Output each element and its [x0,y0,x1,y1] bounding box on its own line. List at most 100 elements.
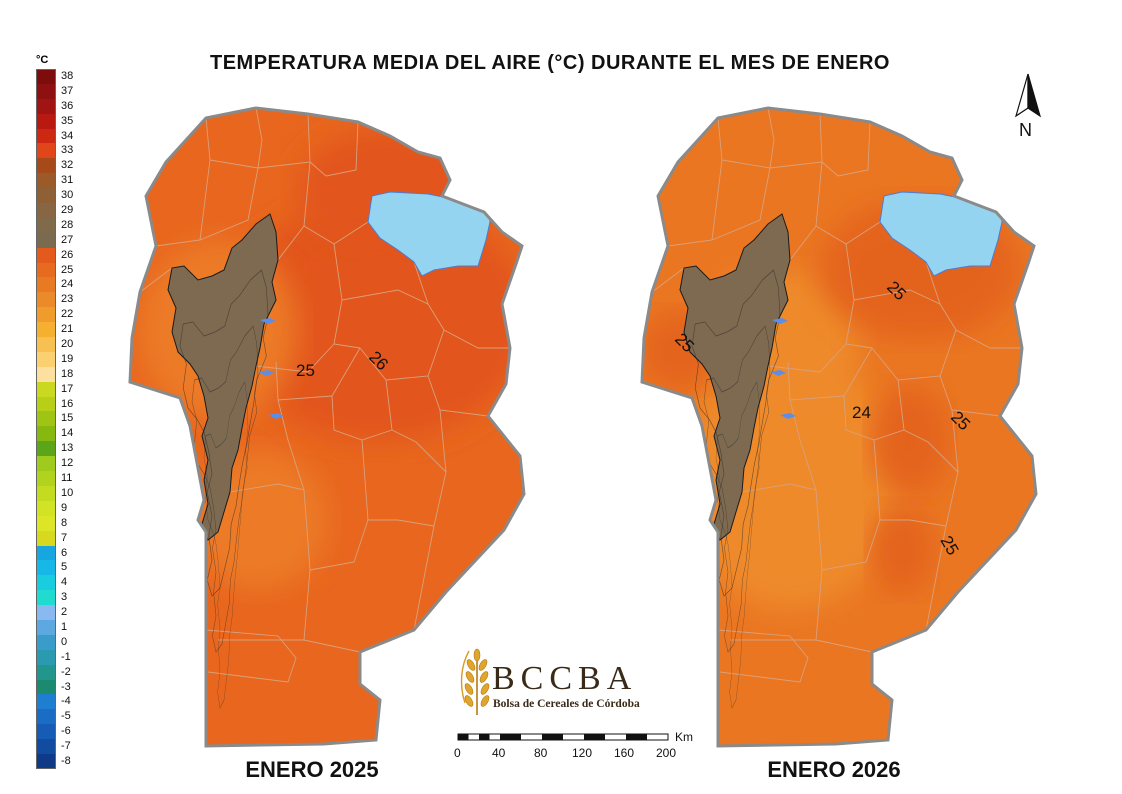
legend-label: 38 [61,70,74,82]
temperature-legend: 38 37 36 35 34 33 32 31 30 29 28 27 26 25 24 23 22 21 20 19… [36,69,92,769]
legend-label: 12 [61,457,74,470]
department-boundary [925,409,959,631]
legend-entry: -7 [36,739,92,754]
legend-swatch [36,188,56,204]
temperature-field [642,108,1036,746]
legend-entry: 25 [36,262,92,278]
reservoir [260,318,276,324]
map-caption-2025: ENERO 2025 [245,757,379,782]
legend-entry: 13 [36,441,92,457]
legend-swatch [36,560,56,576]
legend-swatch [36,217,56,233]
temperature-zone [870,505,934,595]
legend-label: 19 [61,352,74,365]
isotherm-label: 24 [852,403,871,422]
legend-label: -7 [61,740,71,753]
department-boundary [767,343,847,373]
scale-tick: 80 [534,746,548,760]
sierras-area [679,213,791,541]
legend-swatch [36,381,56,397]
department-boundary [205,629,297,683]
department-boundary [821,439,881,571]
legend-entry: 30 [36,188,92,204]
legend-swatch [36,307,56,323]
department-boundary [427,303,510,349]
legend-label: 33 [61,144,74,157]
scale-bar [457,733,669,741]
department-boundary [711,167,771,241]
legend-entry: 18 [36,366,92,382]
legend-swatch [36,575,56,591]
legend-swatch [36,590,56,606]
legend-entry: 26 [36,247,92,263]
temperature-field [130,108,524,746]
department-boundary [309,439,369,571]
legend-entry: 23 [36,292,92,308]
legend-swatch [36,485,56,501]
legend-entry: 1 [36,619,92,635]
legend-label: 13 [61,442,74,455]
temperature-zone [870,385,950,495]
department-boundary [843,347,905,441]
wheat-icon [460,648,490,715]
legend-swatch [36,277,56,293]
legend-swatch [36,426,56,442]
legend-swatch [36,679,56,695]
legend-swatch [36,128,56,144]
department-boundary [903,429,959,473]
department-boundary [255,343,335,373]
legend-swatch [36,158,56,174]
legend-swatch [36,634,56,650]
legend-label: 1 [61,620,68,633]
legend-swatch [36,515,56,531]
legend-entry: 33 [36,143,92,159]
legend-swatch [36,203,56,218]
legend-entry: -2 [36,664,92,680]
legend-label: 17 [61,382,74,395]
legend-entry: 37 [36,83,92,99]
scale-tick: 40 [492,746,506,760]
sierras-contour [715,381,761,709]
sierras-contour [203,381,249,709]
department-boundary [277,225,305,261]
department-boundary [303,161,369,245]
sierras-contour [703,325,771,653]
legend-swatch [36,724,56,740]
legend-entry: 29 [36,203,92,218]
legend-entry: 20 [36,337,92,352]
legend-entry: -3 [36,679,92,695]
reservoir [770,370,786,376]
legend-entry: -8 [36,753,92,769]
legend-label: 24 [61,278,74,291]
legend-entry: 2 [36,605,92,620]
department-boundary [413,409,447,631]
department-boundary [845,243,873,349]
legend-label: 2 [61,606,68,619]
legend-swatch [36,694,56,710]
legend-entry: 9 [36,500,92,516]
legend-label: 21 [61,323,74,336]
legend-entry: 31 [36,173,92,189]
legend-label: 29 [61,204,74,217]
reservoir [772,318,788,324]
scale-unit: Km [675,730,693,744]
legend-label: 14 [61,427,74,440]
department-boundary [789,399,823,571]
legend-swatch [36,351,56,367]
legend-entry: 8 [36,515,92,531]
legend-label: 3 [61,591,68,604]
legend-label: 26 [61,248,74,261]
legend-entry: 7 [36,530,92,546]
department-boundary [277,399,311,571]
legend-label: 18 [61,367,74,380]
legend-unit: °C [36,54,49,66]
north-arrow-icon [1014,73,1042,118]
legend-swatch [36,739,56,754]
scale-tick: 0 [454,746,461,760]
department-boundary [309,121,359,177]
legend-label: -4 [61,695,71,708]
legend-entry: 35 [36,113,92,129]
department-boundary [853,261,941,305]
legend-entry: -4 [36,694,92,710]
